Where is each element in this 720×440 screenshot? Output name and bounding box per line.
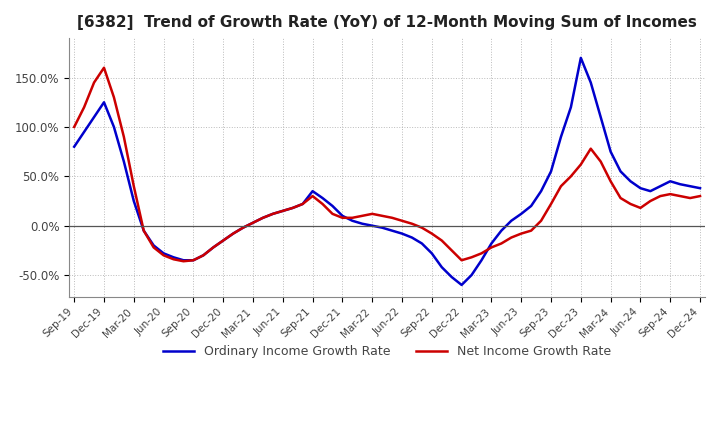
Ordinary Income Growth Rate <box>696 186 704 191</box>
Net Income Growth Rate <box>99 65 108 70</box>
Legend: Ordinary Income Growth Rate, Net Income Growth Rate: Ordinary Income Growth Rate, Net Income … <box>158 340 616 363</box>
Ordinary Income Growth Rate <box>418 241 426 246</box>
Net Income Growth Rate <box>397 218 406 224</box>
Net Income Growth Rate <box>487 245 496 250</box>
Net Income Growth Rate <box>696 194 704 199</box>
Net Income Growth Rate <box>179 259 188 264</box>
Ordinary Income Growth Rate <box>577 55 585 60</box>
Ordinary Income Growth Rate <box>378 225 387 230</box>
Net Income Growth Rate <box>159 253 168 258</box>
Net Income Growth Rate <box>70 125 78 130</box>
Line: Net Income Growth Rate: Net Income Growth Rate <box>74 68 700 261</box>
Net Income Growth Rate <box>438 238 446 243</box>
Ordinary Income Growth Rate <box>487 241 496 246</box>
Net Income Growth Rate <box>348 215 356 220</box>
Ordinary Income Growth Rate <box>328 203 337 209</box>
Title: [6382]  Trend of Growth Rate (YoY) of 12-Month Moving Sum of Incomes: [6382] Trend of Growth Rate (YoY) of 12-… <box>77 15 697 30</box>
Ordinary Income Growth Rate <box>70 144 78 149</box>
Ordinary Income Growth Rate <box>457 282 466 288</box>
Ordinary Income Growth Rate <box>477 257 486 263</box>
Net Income Growth Rate <box>497 241 505 246</box>
Line: Ordinary Income Growth Rate: Ordinary Income Growth Rate <box>74 58 700 285</box>
Ordinary Income Growth Rate <box>149 243 158 248</box>
